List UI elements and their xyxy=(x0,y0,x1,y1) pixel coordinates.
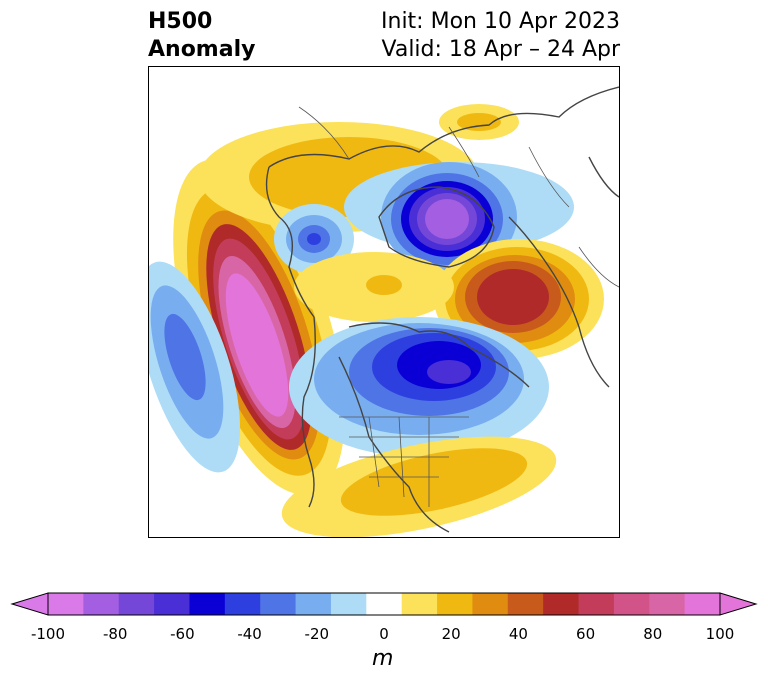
colorbar-segment xyxy=(472,593,509,615)
colorbar-segment xyxy=(543,593,580,615)
colorbar-tick-label: -80 xyxy=(102,625,128,643)
colorbar-segment xyxy=(295,593,332,615)
coastlines xyxy=(265,86,619,533)
colorbar-tick-label: -100 xyxy=(30,625,66,643)
title-right: Init: Mon 10 Apr 2023 Valid: 18 Apr – 24… xyxy=(381,8,620,64)
siberia-negative-anomaly xyxy=(274,204,354,274)
colorbar-max-arrow xyxy=(719,592,758,616)
colorbar-tick-label: 20 xyxy=(441,625,461,643)
colorbar-svg xyxy=(10,592,758,616)
colorbar-segment xyxy=(684,593,721,615)
colorbar-outline xyxy=(47,592,721,616)
unit-label: m xyxy=(372,646,394,671)
colorbar-segment xyxy=(224,593,261,615)
colorbar-segment xyxy=(118,593,155,615)
colorbar-tick-label: 60 xyxy=(576,625,596,643)
map-svg xyxy=(149,86,619,537)
colorbar-segment xyxy=(83,593,120,615)
eastus-positive-anomaly xyxy=(281,436,557,537)
colorbar-tick-label: 40 xyxy=(508,625,528,643)
title-line-1: H500 xyxy=(148,9,213,34)
colorbar-segment xyxy=(649,593,686,615)
borders xyxy=(298,106,619,507)
colorbar-segment xyxy=(366,593,403,615)
colorbar-tick-label: -60 xyxy=(170,625,195,643)
colorbar-tick-label: 100 xyxy=(705,625,735,643)
center-positive-anomaly xyxy=(294,252,454,322)
colorbar-segment xyxy=(437,593,473,615)
colorbar-segment xyxy=(189,593,226,615)
colorbar-segment xyxy=(507,593,544,615)
colorbar-segment xyxy=(401,593,438,615)
colorbar-segment xyxy=(578,593,615,615)
far-west-negative-anomaly xyxy=(149,261,241,473)
anomaly-map xyxy=(148,66,620,538)
colorbar-tick-label: -40 xyxy=(237,625,262,643)
colorbar-tick-label: 80 xyxy=(643,625,663,643)
colorbar-segment xyxy=(48,593,84,615)
colorbar-segment xyxy=(154,593,190,615)
init-text: Init: Mon 10 Apr 2023 xyxy=(381,9,620,34)
europe-negative-anomaly xyxy=(344,162,574,272)
canada-negative-anomaly xyxy=(289,317,549,457)
colorbar-tick-label: -20 xyxy=(304,625,330,643)
colorbar-segment xyxy=(260,593,297,615)
colorbar-segment xyxy=(330,593,367,615)
colorbar xyxy=(10,590,758,620)
colorbar-min-arrow xyxy=(10,592,49,616)
title-line-2: Anomaly xyxy=(148,37,256,62)
colorbar-segment xyxy=(613,593,650,615)
colorbar-tick-label: 0 xyxy=(379,625,389,643)
valid-text: Valid: 18 Apr – 24 Apr xyxy=(381,37,621,62)
title-left: H500 Anomaly xyxy=(148,8,255,64)
